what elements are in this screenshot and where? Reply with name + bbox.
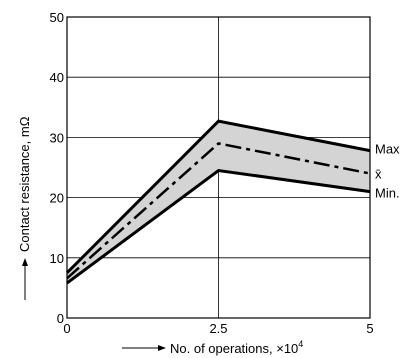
x-tick-label-1: 2.5	[209, 321, 227, 336]
y-tick-label-5: 50	[50, 10, 64, 25]
series-label-mean: x̄	[375, 167, 382, 182]
series-label-max: Max	[375, 142, 400, 157]
x-axis-label-text: No. of operations, ×10	[170, 341, 298, 356]
y-tick-label-1: 10	[50, 251, 64, 266]
series-labels: Max x̄ Min.	[375, 142, 400, 201]
y-axis-title: Contact resistance, mΩ	[17, 116, 32, 300]
y-axis-label: Contact resistance, mΩ	[17, 116, 32, 252]
x-axis-arrow-head	[158, 345, 166, 351]
y-tick-label-4: 40	[50, 70, 64, 85]
min-max-band	[67, 121, 370, 284]
y-tick-label-0: 0	[57, 311, 64, 326]
x-tick-label-0: 0	[63, 321, 70, 336]
x-tick-labels: 0 2.5 5	[63, 321, 373, 336]
x-axis-title: No. of operations, ×104	[122, 339, 303, 356]
y-tick-labels: 0 10 20 30 40 50	[50, 10, 64, 326]
series-line-max	[65, 119, 371, 274]
series-lines	[65, 119, 371, 285]
series-label-min: Min.	[375, 186, 400, 201]
x-tick-label-2: 5	[366, 321, 373, 336]
x-axis-label-exponent: 4	[298, 339, 303, 349]
y-tick-label-2: 20	[50, 191, 64, 206]
series-line-min	[66, 168, 371, 285]
x-axis-label: No. of operations, ×104	[170, 339, 303, 356]
y-axis-arrow-head	[22, 258, 28, 266]
y-tick-label-3: 30	[50, 130, 64, 145]
plot-frame	[66, 16, 371, 319]
series-line-mean	[66, 142, 371, 280]
